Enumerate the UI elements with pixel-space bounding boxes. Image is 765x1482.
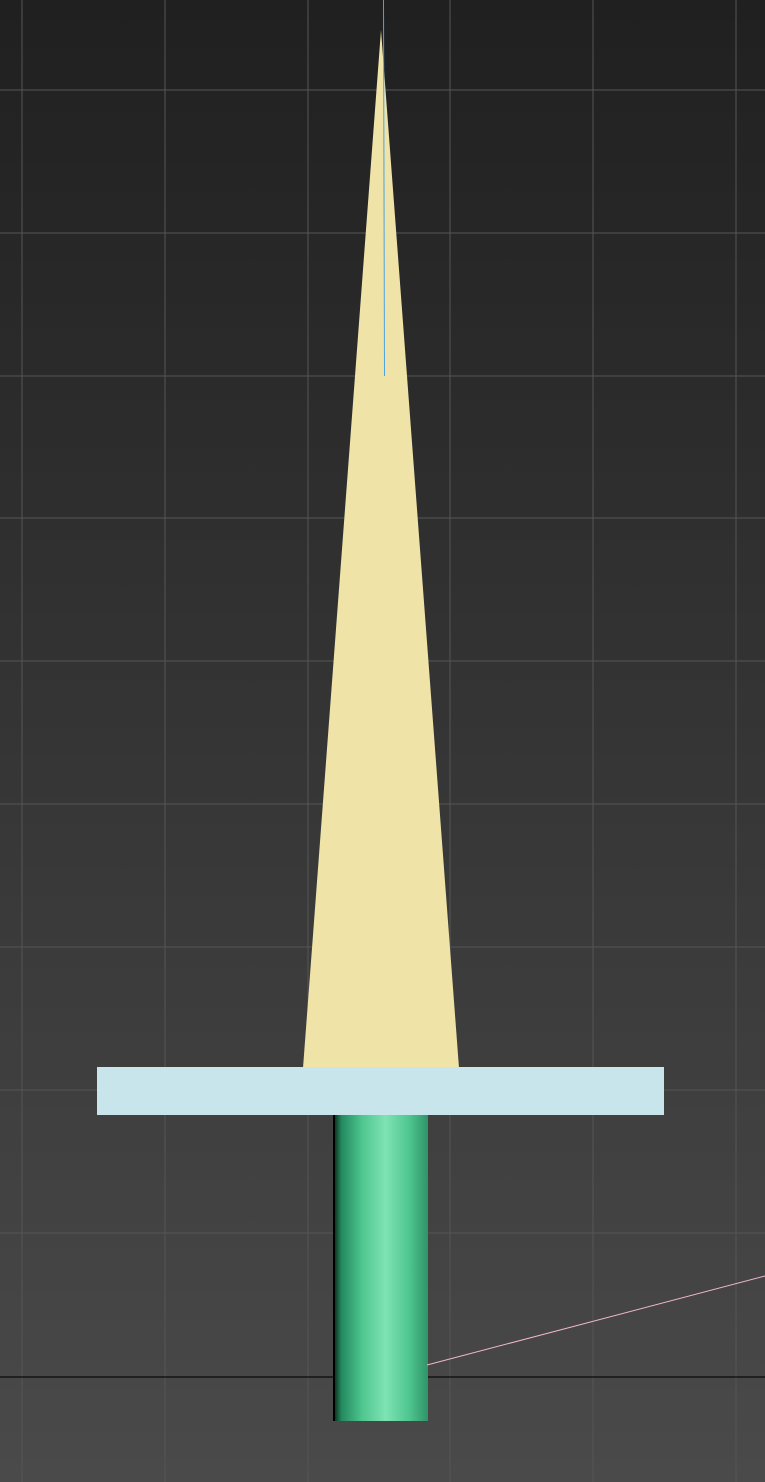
selection-link-line [426, 1275, 765, 1366]
handle-object[interactable] [334, 1115, 428, 1421]
pivot-axis-line [383, 0, 385, 377]
blade-object[interactable] [303, 30, 459, 1068]
crossguard-object[interactable] [97, 1067, 664, 1115]
